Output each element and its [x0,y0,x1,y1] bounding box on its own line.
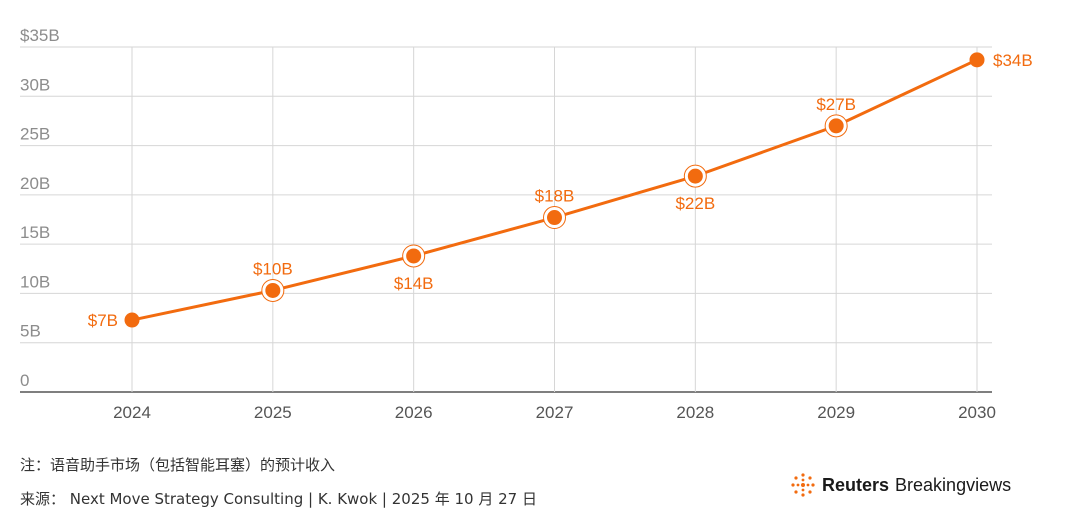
y-tick-label: $35B [20,26,60,45]
data-label: $7B [88,311,118,330]
brand-name-rest: Breakingviews [895,474,1012,495]
data-point [124,312,140,328]
y-tick-label: 20B [20,174,50,193]
data-label: $27B [816,95,856,114]
brand-name-bold: Reuters [822,474,890,495]
y-tick-label: 15B [20,223,50,242]
x-tick-label: 2025 [254,403,292,422]
chart-note: 注：语音助手市场（包括智能耳塞）的预计收入 [20,456,336,474]
x-tick-label: 2024 [113,403,151,422]
data-labels: $7B $10B $14B $18B $22B $27B $34B [88,51,1033,330]
data-point [969,52,985,68]
y-axis-tick-labels: 0 5B 10B 15B 20B 25B 30B $35B [20,26,60,390]
x-tick-label: 2029 [817,403,855,422]
y-tick-label: 25B [20,125,50,144]
data-point [547,210,562,226]
data-point [406,248,422,264]
data-points [124,52,985,328]
brand-logo: Reuters Breakingviews [790,472,1011,498]
data-point [828,118,844,134]
chart-source: 来源： Next Move Strategy Consulting | K. K… [20,490,537,508]
data-point [687,168,703,184]
gridlines [20,46,992,393]
y-tick-label: 30B [20,75,50,94]
data-point [265,282,281,298]
x-tick-label: 2028 [676,403,714,422]
data-label: $10B [253,259,293,278]
y-tick-label: 0 [20,371,29,390]
data-label: $22B [675,194,715,213]
y-tick-label: 5B [20,322,41,341]
data-label: $14B [394,274,434,293]
y-tick-label: 10B [20,272,50,291]
x-tick-label: 2027 [536,403,574,422]
data-label: $34B [993,51,1033,70]
reuters-dot-logo-icon [791,473,815,497]
x-tick-label: 2030 [958,403,996,422]
x-tick-label: 2026 [395,403,433,422]
data-label: $18B [535,187,575,206]
x-axis-tick-labels: 2024 2025 2026 2027 2028 2029 2030 [113,403,996,422]
